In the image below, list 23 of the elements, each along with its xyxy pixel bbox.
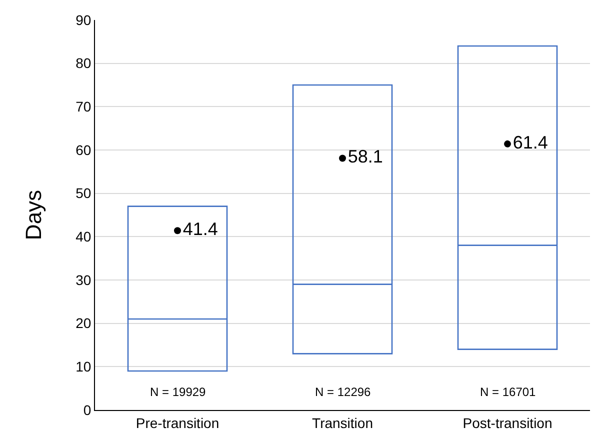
x-tick-label: Pre-transition xyxy=(136,414,220,431)
y-tick-label: 20 xyxy=(76,315,92,332)
y-tick-label: 90 xyxy=(76,12,92,28)
data-label: 61.4 xyxy=(512,132,548,152)
point xyxy=(174,227,181,234)
y-tick-label: 10 xyxy=(76,358,92,375)
y-tick-label: 70 xyxy=(76,98,92,115)
y-tick-label: 40 xyxy=(76,228,92,245)
y-axis-title: Days xyxy=(21,190,46,240)
data-label: 41.4 xyxy=(182,219,218,240)
y-tick-label: 80 xyxy=(76,55,92,72)
data-label: 58.1 xyxy=(348,146,383,167)
annotation: N = 12296 xyxy=(315,385,372,399)
annotation: N = 16701 xyxy=(480,385,536,399)
y-tick-label: 50 xyxy=(76,185,92,202)
x-tick-label: Post-transition xyxy=(462,414,552,431)
point xyxy=(339,154,346,162)
y-tick-label: 0 xyxy=(83,402,92,418)
x-tick-label: Transition xyxy=(312,414,373,431)
annotation: N = 19929 xyxy=(150,385,206,399)
y-tick-label: 60 xyxy=(76,142,92,158)
point xyxy=(504,140,511,148)
y-tick-label: 30 xyxy=(76,272,92,288)
